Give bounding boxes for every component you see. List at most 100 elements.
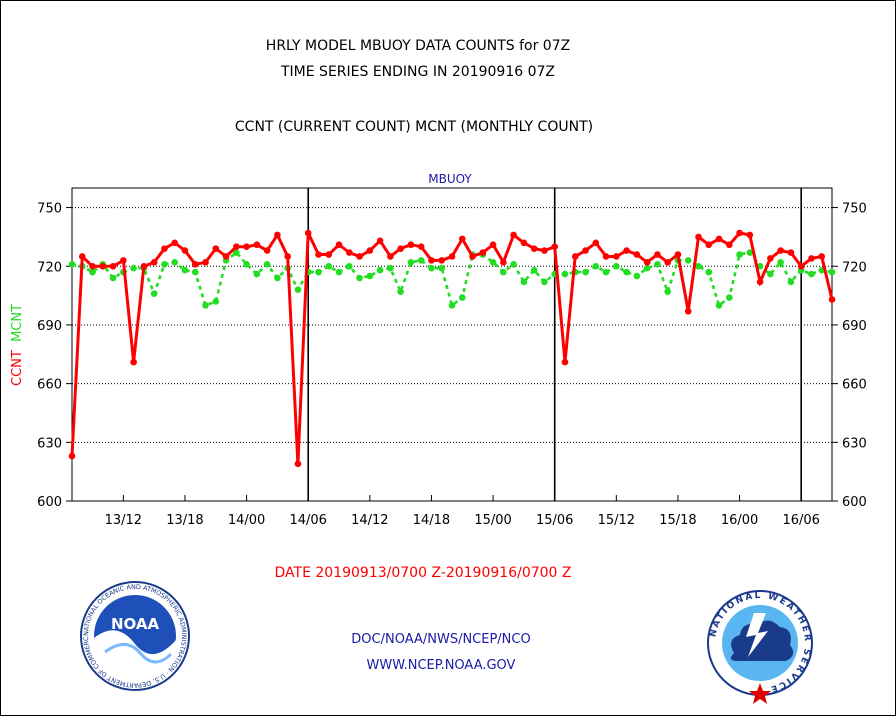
data-point-ccnt [417, 243, 425, 250]
x-tick-label: 14/12 [351, 513, 388, 528]
noaa-logo: NOAA NATIONAL OCEANIC AND ATMOSPHERIC AD… [80, 581, 190, 691]
data-point-mcnt [602, 268, 610, 276]
y-tick-label: 600 [37, 495, 62, 510]
data-point-mcnt [736, 251, 743, 258]
data-point-ccnt [78, 253, 86, 260]
data-point-ccnt [253, 241, 261, 249]
nws-logo: NATIONAL WEATHER SERVICE [707, 590, 813, 704]
data-point-ccnt [705, 241, 713, 249]
data-point-ccnt [551, 243, 559, 250]
data-point-ccnt [510, 231, 517, 239]
data-point-mcnt [181, 266, 189, 274]
data-point-ccnt [777, 247, 784, 254]
data-point-mcnt [171, 259, 179, 266]
data-point-ccnt [489, 241, 497, 249]
data-point-ccnt [684, 307, 692, 315]
data-point-mcnt [397, 288, 404, 295]
data-point-mcnt [582, 268, 589, 276]
series-group [68, 229, 836, 468]
data-point-mcnt [428, 264, 435, 272]
data-point-mcnt [695, 262, 702, 270]
data-point-ccnt [243, 243, 250, 250]
data-point-ccnt [202, 259, 209, 266]
data-point-mcnt [243, 260, 250, 268]
data-point-ccnt [274, 231, 281, 239]
data-point-mcnt [500, 268, 507, 276]
data-point-ccnt [736, 229, 743, 237]
series-label: MBUOY [428, 172, 472, 186]
data-point-mcnt [541, 278, 548, 286]
x-tick-label: 14/00 [228, 513, 265, 528]
data-point-ccnt [335, 241, 343, 249]
x-tick-label: 13/12 [105, 513, 142, 528]
data-point-mcnt [725, 294, 733, 301]
data-point-mcnt [233, 249, 240, 256]
data-point-mcnt [150, 290, 158, 297]
data-point-ccnt [120, 257, 127, 264]
y-tick-label: 720 [37, 260, 62, 275]
data-point-mcnt [407, 259, 415, 266]
org-credit: DOC/NOAA/NWS/NCEP/NCO [351, 632, 531, 647]
data-point-mcnt [68, 260, 76, 268]
data-point-ccnt [602, 253, 610, 260]
nws-star-icon [749, 683, 771, 704]
data-point-mcnt [448, 302, 456, 309]
data-point-mcnt [253, 270, 261, 278]
data-point-mcnt [263, 260, 271, 268]
data-point-ccnt [541, 247, 548, 254]
y-tick-label: 630 [842, 436, 867, 451]
data-point-mcnt [828, 268, 836, 276]
data-point-ccnt [530, 245, 538, 252]
y-tick-label: 750 [37, 202, 62, 217]
data-point-mcnt [315, 268, 322, 276]
data-point-ccnt [613, 253, 620, 260]
data-point-ccnt [140, 262, 148, 270]
data-point-ccnt [356, 253, 363, 260]
data-point-mcnt [489, 259, 497, 266]
data-point-mcnt [643, 264, 651, 272]
data-point-mcnt [274, 274, 281, 282]
x-tick-label: 15/00 [474, 513, 511, 528]
data-point-ccnt [828, 296, 836, 303]
plot-frame [71, 187, 833, 502]
website-url: WWW.NCEP.NOAA.GOV [366, 658, 516, 673]
data-point-ccnt [325, 251, 333, 258]
data-point-mcnt [746, 249, 754, 256]
data-point-mcnt [438, 264, 446, 272]
y-tick-label: 600 [842, 495, 867, 510]
day-separator-lines [307, 188, 802, 501]
data-point-ccnt [345, 249, 353, 256]
noaa-logo-text: NOAA [111, 615, 160, 633]
data-point-ccnt [715, 235, 723, 243]
data-point-mcnt [623, 268, 630, 276]
data-point-ccnt [500, 259, 507, 266]
data-point-mcnt [325, 262, 333, 270]
data-point-ccnt [520, 239, 528, 247]
data-point-mcnt [684, 257, 692, 264]
data-point-ccnt [787, 249, 795, 256]
series-line-mcnt [71, 250, 833, 308]
data-point-mcnt [510, 260, 517, 268]
y-tick-label: 690 [842, 319, 867, 334]
chart-subtitle: TIME SERIES ENDING IN 20190916 07Z [281, 64, 555, 80]
data-point-mcnt [417, 257, 425, 264]
data-point-mcnt [387, 264, 394, 272]
data-point-mcnt [345, 262, 353, 270]
x-axis-ticks: 13/12 13/18 14/00 14/06 14/12 14/18 15/00 15/06… [105, 495, 820, 528]
y-tick-label: 750 [842, 202, 867, 217]
y-tick-label: 690 [37, 319, 62, 334]
data-point-ccnt [397, 245, 404, 252]
data-point-ccnt [99, 262, 107, 270]
chart-description: CCNT (CURRENT COUNT) MCNT (MONTHLY COUNT… [234, 119, 594, 135]
data-point-ccnt [376, 237, 384, 245]
x-tick-label: 16/00 [721, 513, 758, 528]
data-point-ccnt [767, 255, 774, 262]
y-tick-label: 630 [37, 436, 62, 451]
data-point-ccnt [181, 247, 189, 254]
y-tick-label: 720 [842, 260, 867, 275]
data-point-ccnt [89, 262, 96, 270]
data-point-ccnt [161, 245, 168, 252]
date-range: DATE 20190913/0700 Z-20190916/0700 Z [274, 565, 572, 581]
data-point-ccnt [797, 262, 805, 270]
